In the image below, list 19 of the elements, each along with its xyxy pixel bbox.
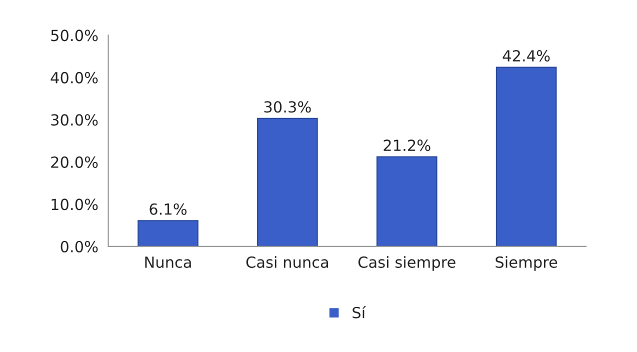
x-tick-label: Casi siempre: [358, 256, 456, 271]
y-tick-label: 40.0%: [50, 72, 98, 84]
y-tick-label: 50.0%: [51, 30, 98, 42]
text: 42.4%: [502, 50, 550, 62]
y-tick-label: 20.0%: [51, 156, 98, 168]
legend-label: Sí: [352, 306, 366, 318]
x-tick-label: Nunca: [145, 256, 191, 268]
bar: [496, 66, 557, 246]
text: 30.3%: [264, 101, 311, 113]
bar: [376, 156, 438, 246]
x-tick-label: Casi nunca: [246, 256, 328, 268]
y-tick-label: 10.0%: [52, 198, 98, 210]
bar: [257, 118, 318, 246]
text: 21.2%: [384, 140, 430, 152]
text: 6.1%: [150, 203, 187, 215]
y-tick-label: 30.0%: [51, 114, 98, 126]
y-tick-label: 0.0%: [60, 240, 98, 252]
x-tick-label: Siempre: [496, 256, 558, 271]
bar: [138, 220, 198, 246]
